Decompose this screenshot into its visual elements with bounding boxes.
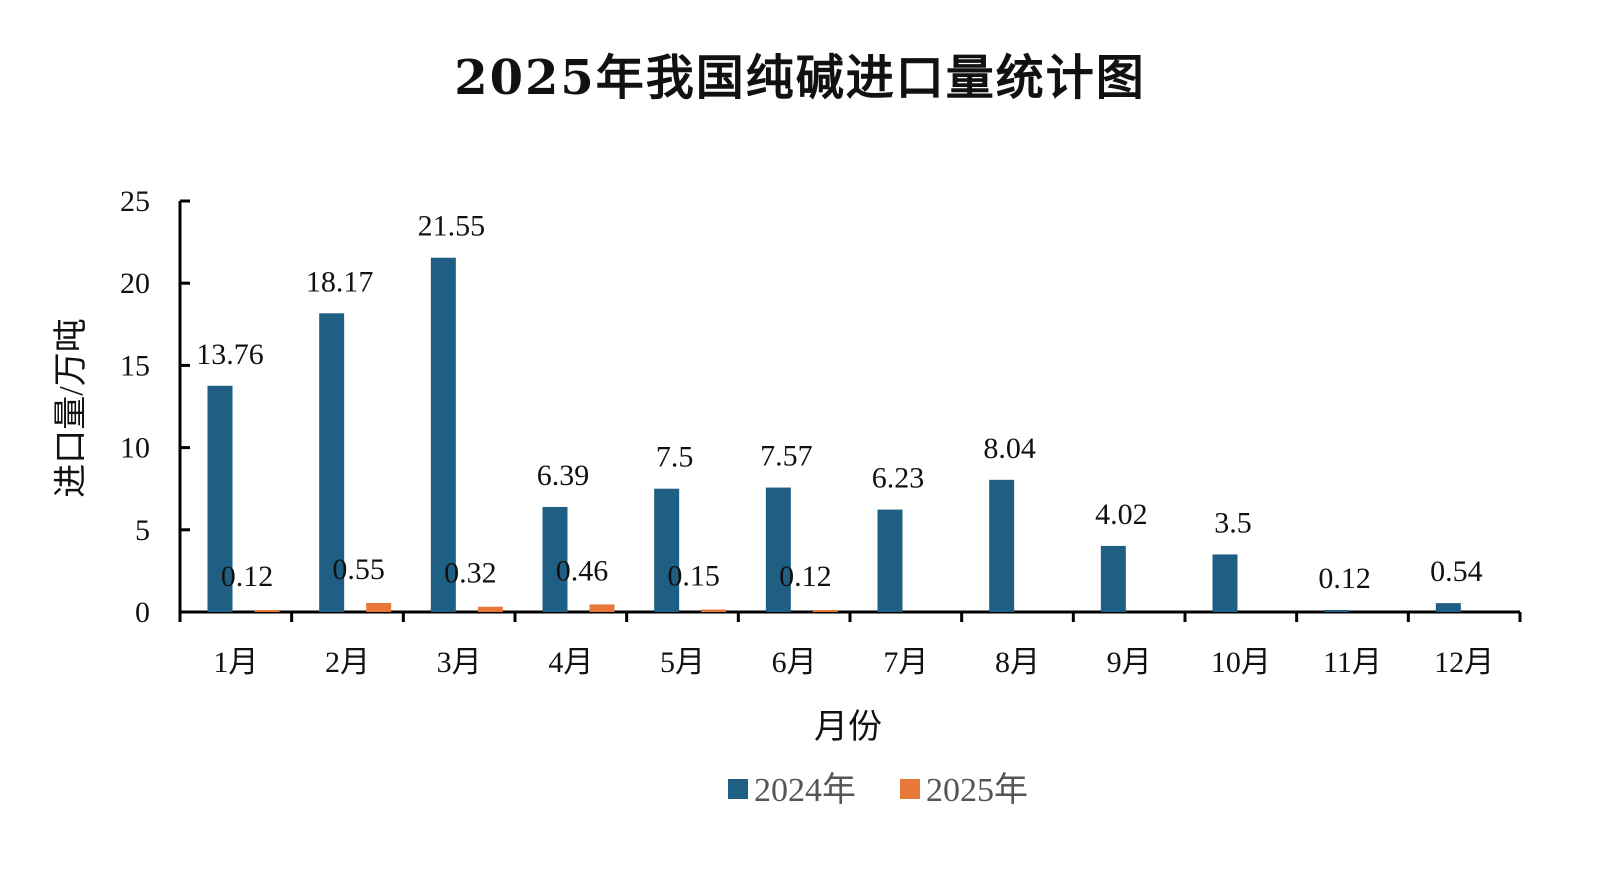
- legend-swatch: [900, 779, 920, 799]
- y-tick-label: 15: [120, 349, 150, 382]
- bar-2025: [701, 609, 727, 612]
- data-label-2024: 0.54: [1430, 555, 1483, 588]
- x-tick-label: 3月: [437, 646, 482, 679]
- bar-2025: [812, 610, 838, 612]
- bar-2024: [654, 488, 680, 612]
- x-tick-label: 6月: [772, 646, 817, 679]
- data-label-2024: 0.12: [1318, 562, 1371, 595]
- data-label-2024: 4.02: [1095, 498, 1148, 531]
- y-tick-label: 10: [120, 432, 150, 465]
- x-tick-label: 12月: [1434, 646, 1494, 679]
- x-tick-label: 4月: [548, 646, 593, 679]
- legend-label: 2024年: [754, 771, 856, 809]
- bar-2024: [1435, 603, 1461, 612]
- data-label-2024: 3.5: [1214, 506, 1252, 539]
- bar-2024: [542, 506, 568, 612]
- data-label-2024: 6.23: [872, 462, 925, 495]
- bars: [207, 257, 1461, 612]
- x-tick-label: 9月: [1107, 646, 1152, 679]
- data-label-2025: 0.15: [667, 560, 720, 593]
- y-axis-title: 进口量/万吨: [52, 318, 90, 497]
- bar-2024: [319, 313, 345, 612]
- y-tick-label: 5: [135, 514, 150, 547]
- bar-2024: [1324, 610, 1350, 612]
- data-label-2024: 18.17: [306, 265, 374, 298]
- legend-swatch: [728, 779, 748, 799]
- bar-2024: [207, 385, 233, 612]
- bar-2025: [477, 606, 503, 612]
- x-tick-label: 8月: [995, 646, 1040, 679]
- x-tick-label: 5月: [660, 646, 705, 679]
- bar-2025: [254, 610, 280, 612]
- x-tick-label: 2月: [325, 646, 370, 679]
- data-label-2025: 0.32: [444, 557, 497, 590]
- data-label-2024: 7.5: [656, 441, 694, 474]
- x-tick-label: 1月: [213, 646, 258, 679]
- data-label-2025: 0.12: [221, 560, 274, 593]
- data-label-2025: 0.12: [779, 560, 832, 593]
- bar-2024: [1212, 554, 1238, 612]
- x-tick-label: 11月: [1323, 646, 1382, 679]
- x-axis-title: 月份: [814, 709, 882, 746]
- data-label-2025: 0.46: [556, 554, 609, 587]
- data-label-2024: 13.76: [196, 338, 264, 371]
- y-tick-label: 0: [135, 596, 150, 629]
- data-label-2024: 6.39: [537, 459, 590, 492]
- x-tick-label: 10月: [1211, 646, 1271, 679]
- bar-2024: [1100, 545, 1126, 612]
- data-label-2024: 8.04: [983, 432, 1036, 465]
- bar-2024: [430, 257, 456, 612]
- y-tick-label: 20: [120, 267, 150, 300]
- x-tick-label: 7月: [883, 646, 928, 679]
- chart-title: 2025年我国纯碱进口量统计图: [454, 50, 1146, 106]
- bar-2025: [366, 602, 392, 612]
- legend: 2024年 2025年: [728, 771, 1028, 809]
- data-label-2024: 7.57: [760, 440, 813, 473]
- bar-2024: [877, 509, 903, 612]
- data-label-2024: 21.55: [418, 210, 486, 243]
- legend-label: 2025年: [926, 771, 1028, 809]
- bar-2024: [765, 487, 791, 612]
- data-label-2025: 0.55: [332, 553, 385, 586]
- y-tick-label: 25: [120, 185, 150, 218]
- bar-2025: [589, 604, 615, 612]
- bar-2024: [989, 479, 1015, 612]
- data-labels: 13.76 0.12 18.17 0.55 21.55 0.32 6.39 0.46 7.5 0.…: [196, 210, 1482, 595]
